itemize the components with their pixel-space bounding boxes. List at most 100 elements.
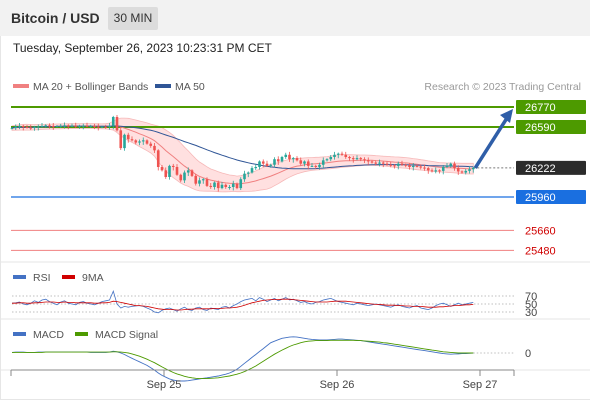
candle-body <box>381 162 385 164</box>
candle-body <box>70 125 74 127</box>
candle-body <box>374 162 378 164</box>
candle-body <box>464 170 468 173</box>
candle-body <box>168 165 171 177</box>
candle-body <box>63 125 66 127</box>
candle-body <box>468 169 471 171</box>
candle-body <box>44 125 48 127</box>
candle-body <box>111 117 115 126</box>
legend-swatch-rsi-ma <box>62 275 75 279</box>
candle-body <box>115 117 119 131</box>
candle-body <box>295 158 299 161</box>
candle-body <box>441 167 445 171</box>
candle-body <box>291 158 295 160</box>
candle-body <box>66 125 70 127</box>
candle-body <box>396 163 400 166</box>
candle-body <box>145 140 149 144</box>
candle-body <box>318 164 321 167</box>
legend-swatch-ma20 <box>13 84 29 88</box>
candle-body <box>141 140 145 142</box>
candle-body <box>415 165 419 167</box>
candle-body <box>138 141 141 143</box>
candle-body <box>190 170 194 176</box>
candle-body <box>179 174 183 181</box>
candle-body <box>471 167 475 170</box>
level-label-25660: 25660 <box>525 225 556 237</box>
candle-body <box>393 165 396 167</box>
candle-body <box>36 126 40 128</box>
candle-body <box>423 167 426 169</box>
candle-body <box>194 175 198 184</box>
candle-body <box>100 126 104 128</box>
candle-body <box>134 140 138 143</box>
candle-body <box>14 126 18 129</box>
macd-level-label-0: 0 <box>525 348 531 360</box>
candle-body <box>175 167 179 175</box>
rsi-line <box>11 290 474 314</box>
candle-body <box>246 172 250 174</box>
candle-body <box>340 153 344 155</box>
candle-body <box>265 163 269 166</box>
candle-body <box>201 179 205 181</box>
candle-body <box>104 126 108 128</box>
candle-body <box>10 128 14 130</box>
level-badge-25960 <box>516 190 586 204</box>
candle-body <box>355 158 359 160</box>
x-tick-label: Sep 27 <box>463 379 498 391</box>
candle-body <box>108 125 111 127</box>
forecast-arrow-head <box>500 109 513 123</box>
candle-body <box>314 165 318 167</box>
ma50-line <box>11 125 474 170</box>
candle-body <box>445 165 449 167</box>
candle-body <box>228 187 231 188</box>
candle-body <box>81 125 85 127</box>
candle-body <box>419 166 423 168</box>
candle-body <box>89 125 93 127</box>
candle-body <box>18 125 21 127</box>
legend-swatch-rsi <box>13 275 26 279</box>
candle-body <box>48 125 51 127</box>
candle-body <box>276 159 280 162</box>
candle-body <box>33 127 36 129</box>
candle-body <box>389 164 393 166</box>
candle-body <box>449 163 453 166</box>
candle-body <box>453 163 456 169</box>
level-label-26770: 26770 <box>525 102 556 114</box>
candle-body <box>216 182 220 189</box>
candle-body <box>186 170 190 173</box>
source-note: Research © 2023 Trading Central <box>424 81 581 93</box>
instrument-title: Bitcoin / USD <box>11 10 100 26</box>
bollinger-band <box>11 117 474 193</box>
rsi-level-label-50: 50 <box>525 299 537 311</box>
candle-body <box>243 173 246 180</box>
candle-body <box>250 168 254 173</box>
legend-swatch-ma50 <box>155 84 171 88</box>
macd-signal-line <box>12 339 474 380</box>
legend-swatch-macd <box>13 332 26 336</box>
candle-body <box>93 125 96 127</box>
legend-swatch-macd-signal <box>75 332 88 336</box>
candle-body <box>370 161 374 163</box>
level-label-26222: 26222 <box>525 163 556 175</box>
candle-body <box>40 125 44 127</box>
candle-body <box>363 159 366 161</box>
candle-body <box>231 183 235 187</box>
candle-body <box>78 125 81 127</box>
candle-body <box>434 170 438 172</box>
candle-body <box>220 184 224 189</box>
candle-body <box>269 164 273 166</box>
level-label-25480: 25480 <box>525 245 556 257</box>
candle-body <box>438 170 441 172</box>
candle-body <box>51 125 55 127</box>
candle-body <box>408 165 411 167</box>
candle-body <box>366 160 370 162</box>
candle-body <box>149 143 153 146</box>
candle-body <box>96 126 100 128</box>
rsi-level-label-70: 70 <box>525 291 537 303</box>
candle-body <box>164 170 168 177</box>
level-label-25960: 25960 <box>525 192 556 204</box>
interval-badge[interactable]: 30 MIN <box>108 7 158 30</box>
candle-body <box>21 125 25 127</box>
candle-body <box>55 126 59 128</box>
candle-body <box>426 168 430 171</box>
x-tick-label: Sep 26 <box>320 379 355 391</box>
